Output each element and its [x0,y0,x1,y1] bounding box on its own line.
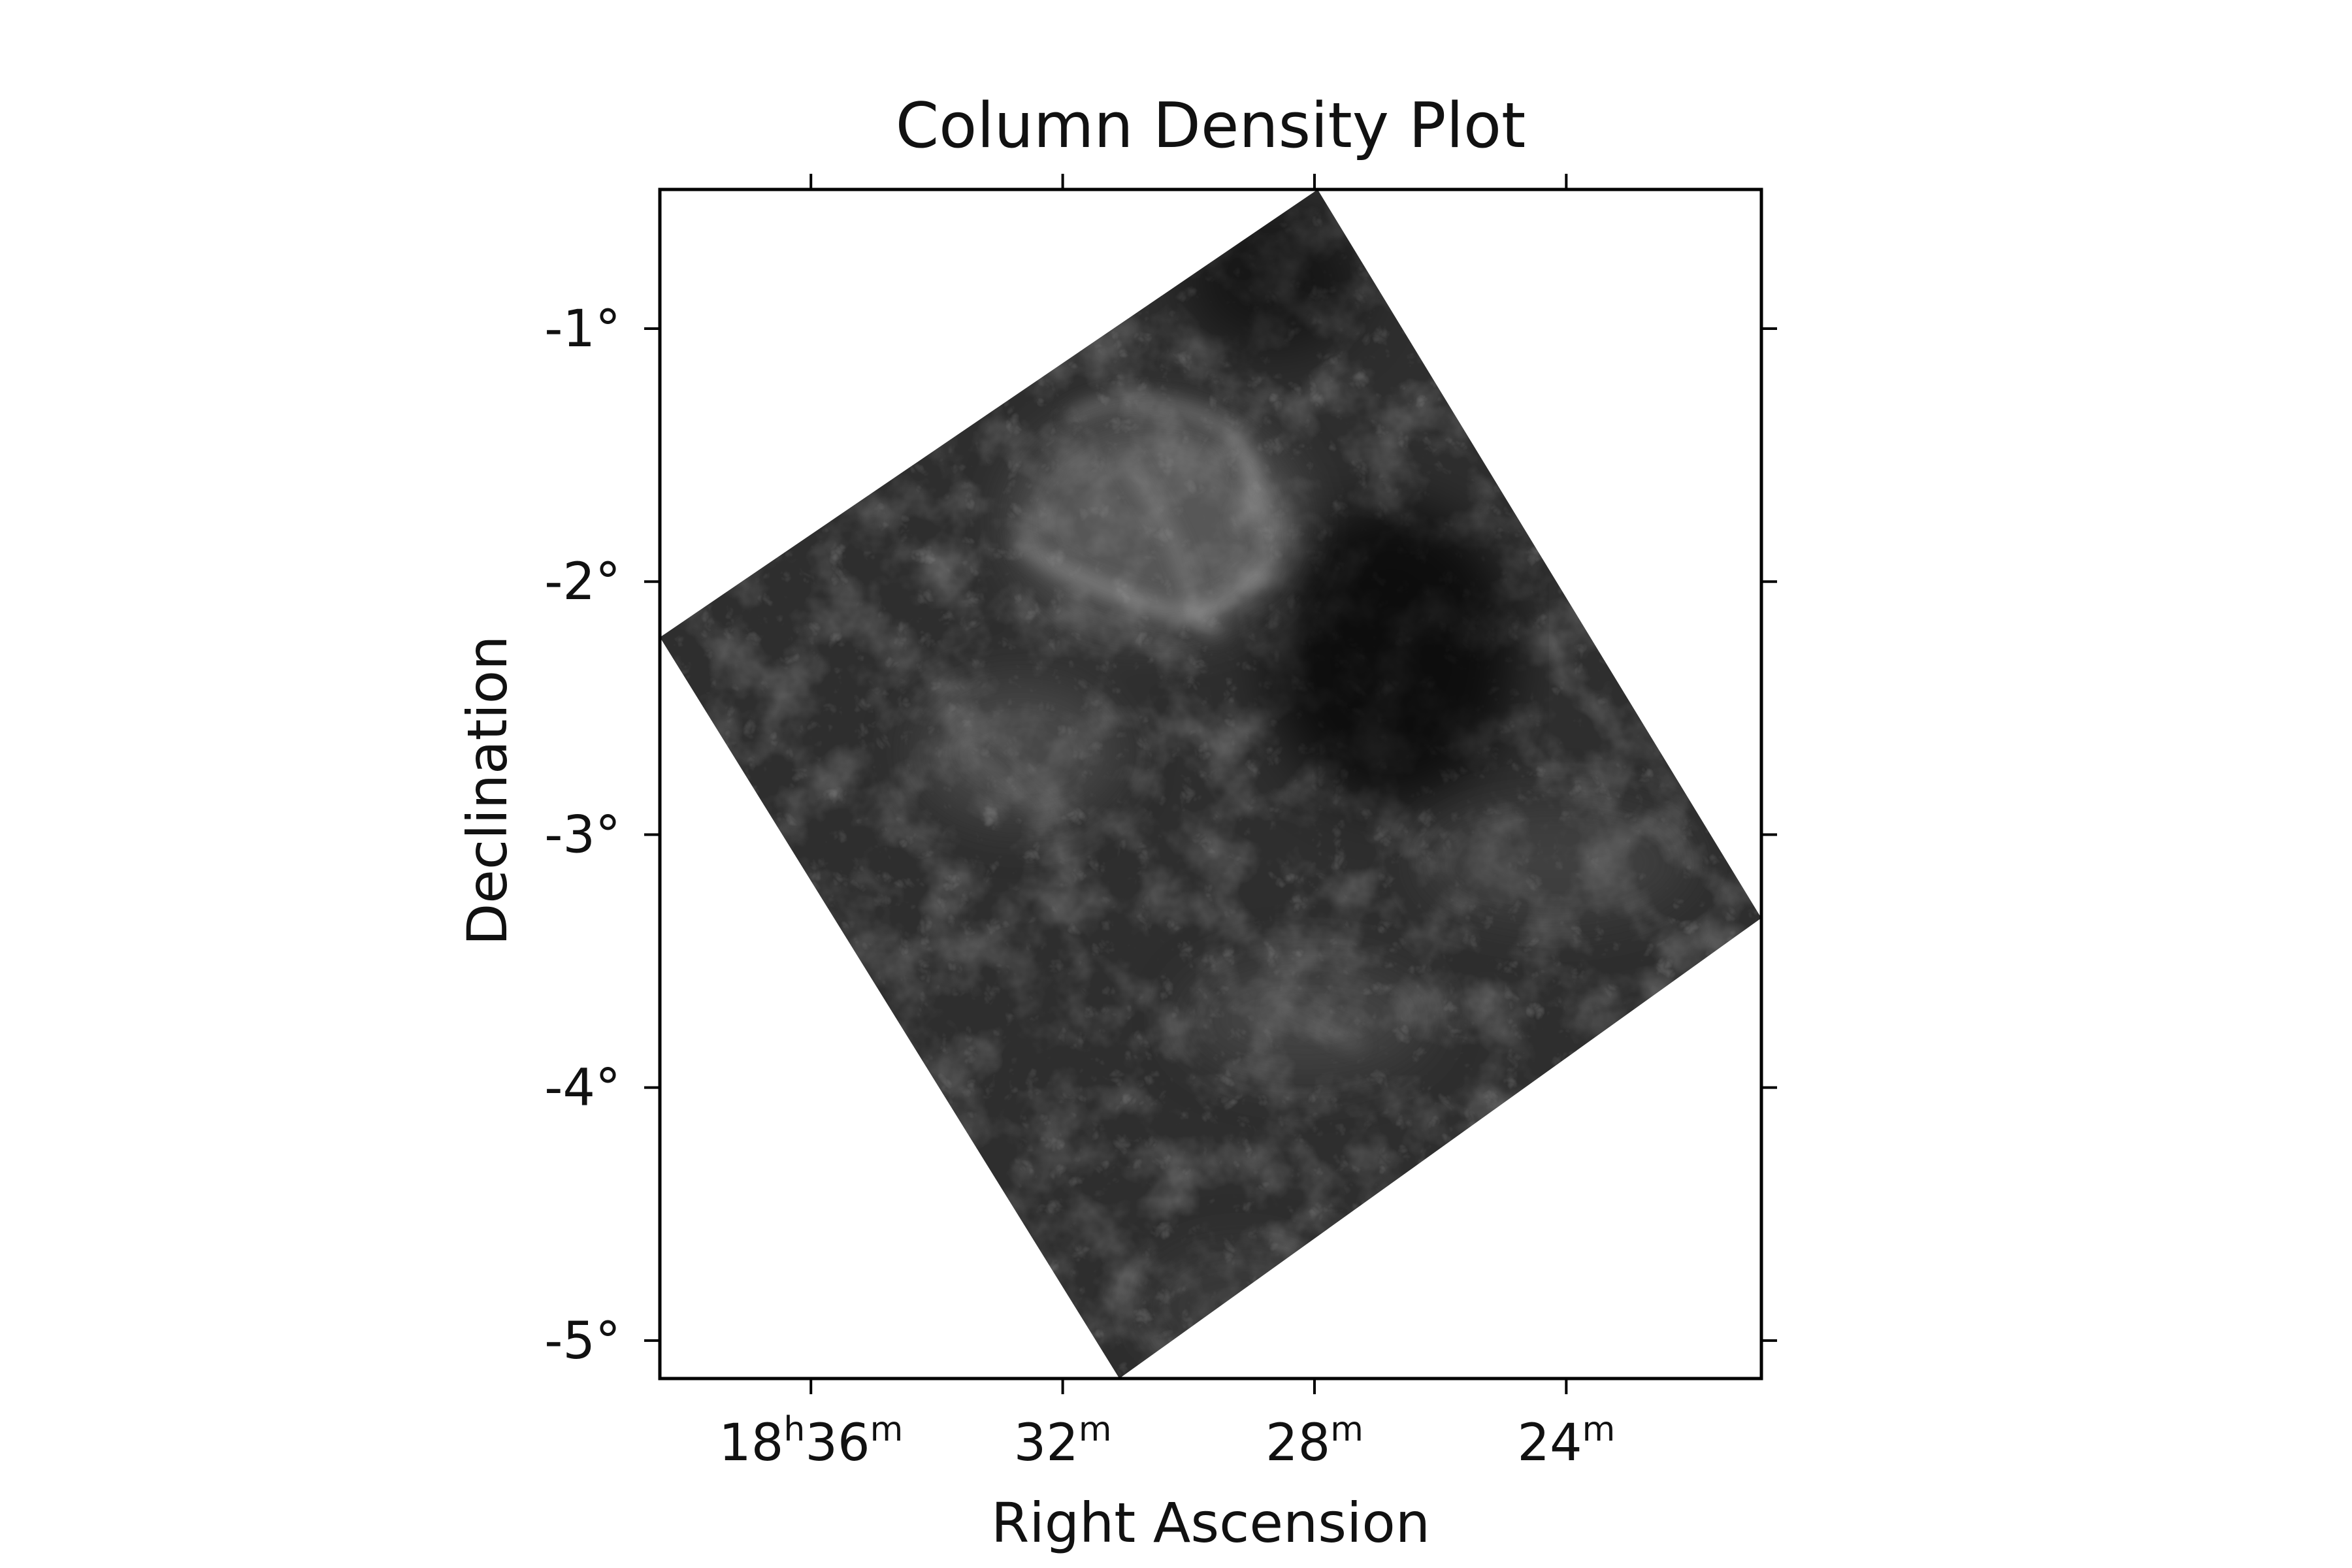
bright-regions [915,412,1692,1365]
x-tick-label: 28m [1266,1410,1364,1473]
y-axis-label: Declination [455,636,519,946]
y-tick-label: -2° [544,553,621,612]
y-tick-label: -4° [544,1059,621,1118]
y-tick-labels: -1° -2° -3° -4° -5° [544,300,621,1371]
plot-frame [658,188,1763,1380]
bright-filaments [964,397,1362,1049]
image-layer [660,189,1761,1379]
ticks [644,174,1777,1394]
x-tick-labels: 18h36m 32m 28m 24m [719,1410,1615,1473]
x-axis-label: Right Ascension [991,1491,1430,1555]
y-tick-label: -5° [544,1312,621,1371]
chart-title: Column Density Plot [896,90,1526,162]
y-tick-label: -3° [544,806,621,864]
x-tick-label: 32m [1014,1410,1112,1473]
column-density-map [660,189,1761,1379]
x-tick-label: 18h36m [719,1410,903,1473]
filament-texture [660,189,1761,1379]
y-tick-label: -1° [544,300,621,359]
x-tick-label: 24m [1517,1410,1615,1473]
